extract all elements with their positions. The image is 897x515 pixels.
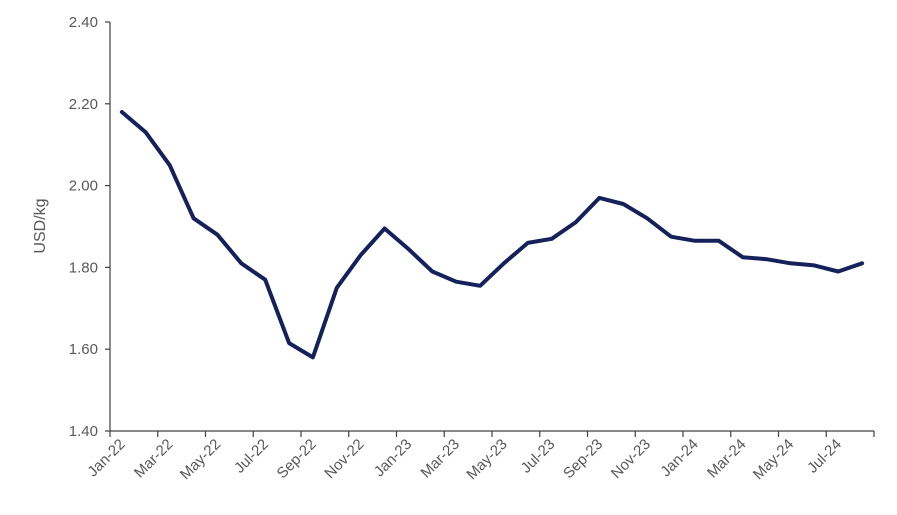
x-tick-label: Jul-24 <box>804 436 845 477</box>
x-tick-label: Sep-22 <box>274 436 320 482</box>
x-tick-label: Jan-24 <box>657 436 701 480</box>
y-tick-label: 1.60 <box>69 341 98 358</box>
x-tick-label: Jan-22 <box>84 436 128 480</box>
x-tick-label: Nov-23 <box>608 436 654 482</box>
x-axis: Jan-22 Mar-22 May-22 Jul-22 Sep-22 Nov-22 Jan-… <box>84 430 875 483</box>
y-axis: 1.40 1.60 1.80 2.00 2.20 2.40 <box>69 14 111 440</box>
x-tick-label: Mar-24 <box>704 436 750 482</box>
series-line <box>119 110 865 360</box>
x-tick-label: Jan-23 <box>371 436 415 480</box>
x-tick-label: Nov-22 <box>321 436 367 482</box>
x-tick-label: Mar-23 <box>417 436 463 482</box>
x-tick-label: Jul-23 <box>518 436 559 477</box>
x-tick-label: Jul-22 <box>231 436 272 477</box>
x-tick-label: May-23 <box>463 436 510 483</box>
x-tick-label: May-24 <box>750 436 797 483</box>
y-tick-label: 2.00 <box>69 178 98 195</box>
y-tick-label: 1.80 <box>69 259 98 276</box>
x-tick-label: Mar-22 <box>131 436 177 482</box>
y-tick-label: 2.40 <box>69 14 98 31</box>
y-tick-label: 2.20 <box>69 96 98 113</box>
x-tick-label: May-22 <box>177 436 224 483</box>
x-tick-label: Sep-23 <box>560 436 606 482</box>
y-axis-title: USD/kg <box>32 198 49 253</box>
y-tick-label: 1.40 <box>69 423 98 440</box>
